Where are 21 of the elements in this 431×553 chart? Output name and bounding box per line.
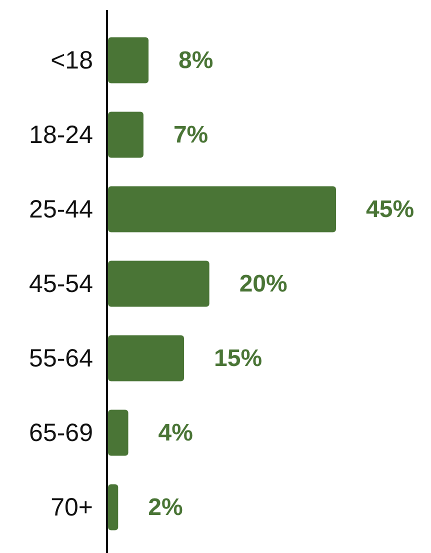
- y-tick-label: 55-64: [29, 344, 94, 372]
- data-label: 15%: [214, 344, 262, 372]
- bar: [108, 186, 336, 232]
- data-label: 2%: [148, 494, 183, 521]
- y-tick-label: 65-69: [29, 418, 93, 447]
- y-tick-label: 45-54: [29, 270, 94, 298]
- y-tick-label: 25-44: [29, 195, 94, 224]
- data-label: 4%: [158, 419, 193, 446]
- y-tick-label: <18: [50, 46, 93, 74]
- bar: [108, 335, 184, 382]
- data-label: 20%: [239, 270, 288, 298]
- data-label: 7%: [173, 121, 208, 148]
- bar: [108, 260, 210, 307]
- y-tick-label: 18-24: [29, 120, 94, 149]
- bar: [108, 37, 149, 84]
- y-tick-label: 70+: [50, 493, 93, 522]
- data-label: 8%: [178, 46, 214, 74]
- data-label: 45%: [366, 196, 414, 223]
- bar: [108, 410, 128, 456]
- bar: [108, 484, 118, 530]
- bar: [108, 112, 144, 158]
